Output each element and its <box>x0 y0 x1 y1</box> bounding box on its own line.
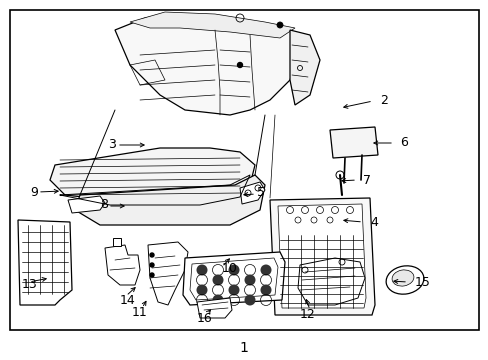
Text: 15: 15 <box>414 275 430 288</box>
Polygon shape <box>105 245 140 285</box>
Circle shape <box>237 63 242 68</box>
Polygon shape <box>183 252 285 305</box>
Polygon shape <box>18 220 72 305</box>
Circle shape <box>212 294 223 306</box>
Polygon shape <box>197 298 231 318</box>
Polygon shape <box>148 242 187 305</box>
Polygon shape <box>329 127 377 158</box>
Circle shape <box>150 273 154 277</box>
Polygon shape <box>240 182 264 204</box>
Circle shape <box>196 265 207 275</box>
Polygon shape <box>278 204 365 308</box>
Text: 1: 1 <box>239 341 248 355</box>
Circle shape <box>260 265 271 275</box>
Text: 10: 10 <box>222 261 237 274</box>
Bar <box>113 238 121 246</box>
Circle shape <box>212 274 223 285</box>
Text: 11: 11 <box>132 306 147 320</box>
Polygon shape <box>297 258 364 305</box>
Text: 16: 16 <box>197 311 212 324</box>
Polygon shape <box>130 12 294 38</box>
Circle shape <box>150 263 154 267</box>
Circle shape <box>260 284 271 296</box>
Bar <box>10 10 478 330</box>
Polygon shape <box>269 198 374 315</box>
Ellipse shape <box>386 266 423 294</box>
Text: 13: 13 <box>22 279 38 292</box>
Circle shape <box>276 22 283 28</box>
Ellipse shape <box>391 270 413 286</box>
Polygon shape <box>50 148 254 200</box>
Polygon shape <box>115 15 299 115</box>
Text: 8: 8 <box>100 198 108 211</box>
Text: 9: 9 <box>30 185 38 198</box>
Text: 2: 2 <box>379 94 387 107</box>
Polygon shape <box>68 196 105 213</box>
Text: 5: 5 <box>257 186 264 199</box>
Text: 6: 6 <box>399 136 407 149</box>
Circle shape <box>196 284 207 296</box>
Polygon shape <box>190 258 278 300</box>
Text: 14: 14 <box>120 293 136 306</box>
Text: 12: 12 <box>300 309 315 321</box>
Circle shape <box>244 294 255 306</box>
Circle shape <box>150 253 154 257</box>
Text: 7: 7 <box>362 174 370 186</box>
Circle shape <box>244 274 255 285</box>
Text: 4: 4 <box>369 216 377 229</box>
Circle shape <box>228 265 239 275</box>
Text: 3: 3 <box>108 139 116 152</box>
Polygon shape <box>289 30 319 105</box>
Circle shape <box>228 284 239 296</box>
Polygon shape <box>75 175 264 225</box>
